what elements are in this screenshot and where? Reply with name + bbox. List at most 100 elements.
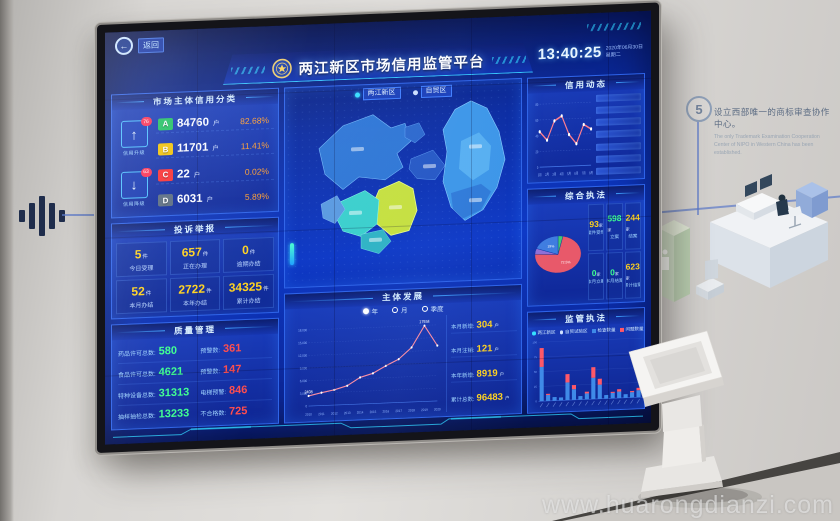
- complaint-unit: 件: [145, 290, 152, 297]
- news-item[interactable]: [596, 166, 641, 175]
- enforcement-unit: 家: [614, 271, 619, 277]
- enforcement-stat: 244家 结案: [624, 202, 641, 250]
- svg-text:50: 50: [534, 370, 538, 374]
- left-column: 市场主体信用分类 ↑ 76 信用升级: [111, 87, 279, 431]
- quality-stat: 抽样抽检总数: 13233: [118, 403, 200, 426]
- svg-text:75: 75: [534, 355, 538, 359]
- clock-weekday: 星期二: [605, 51, 621, 59]
- back-button[interactable]: ← 返回: [115, 35, 164, 56]
- complaint-value: 0件: [242, 242, 256, 257]
- panel-quality: 质量管理 药品许可总数: 580 预警数: 361 食品许可总数: 4621 预警数: 147…: [111, 317, 279, 431]
- quality-warning-stat: 电梯预警: 846: [200, 378, 272, 403]
- radio-dot-icon: [354, 91, 360, 98]
- complaint-label: 本月办结: [129, 302, 154, 310]
- soundwave-icon: [19, 194, 65, 238]
- svg-text:2017: 2017: [395, 408, 402, 413]
- quality-value: 580: [158, 344, 178, 358]
- development-legend-item-0[interactable]: 年: [362, 306, 379, 317]
- credit-upgrade-indicator[interactable]: ↑ 76 信用升级: [120, 117, 152, 157]
- complaint-value: 2722件: [178, 281, 212, 297]
- legend-swatch: [591, 328, 596, 334]
- news-item[interactable]: [596, 117, 641, 127]
- map-tab-1[interactable]: 自贸区: [412, 84, 452, 99]
- credit-percent: 82.68%: [240, 114, 269, 127]
- development-stat-label: 累计总数:: [451, 397, 475, 404]
- supervision-options: 两江新区 自贸试验区: [532, 328, 588, 336]
- milestone-caption-en: The only Trademark Examination Cooperati…: [714, 134, 820, 157]
- enforcement-unit: 家: [625, 226, 630, 232]
- credit-row: A 84760 户 82.68%: [156, 112, 274, 134]
- back-arrow-glyph: ←: [119, 40, 129, 52]
- credit-row: C 22 户 0.02%: [156, 163, 274, 185]
- svg-text:2012: 2012: [331, 411, 338, 416]
- grade-badge: C: [158, 168, 173, 182]
- news-item[interactable]: [596, 129, 641, 139]
- svg-text:20: 20: [535, 150, 538, 155]
- map-tab-label: 两江新区: [362, 86, 401, 101]
- news-item[interactable]: [596, 105, 641, 115]
- milestone-number-badge: 5: [686, 96, 712, 122]
- milestone-text-block: 设立西部唯一的商标审查协作中心。 The only Trademark Exam…: [714, 106, 830, 157]
- quality-warning-label: 预警数:: [200, 368, 221, 376]
- news-item[interactable]: [596, 93, 641, 102]
- enforcement-stats: 93家 案件受理 598家 立案 244家 结案 0家 本月立案 0家 本月结案 623家 累计结案: [588, 202, 641, 301]
- svg-text:2014: 2014: [357, 410, 364, 415]
- quality-value: 4621: [158, 365, 184, 379]
- quality-warning-value: 725: [229, 404, 248, 418]
- map-scale-bar[interactable]: [290, 242, 294, 266]
- legend-label: 年: [371, 308, 379, 317]
- supervision-option-1[interactable]: 自贸试验区: [559, 328, 588, 335]
- svg-text:2010: 2010: [305, 412, 312, 417]
- svg-text:19%: 19%: [547, 244, 554, 248]
- development-stat-unit: 户: [494, 322, 499, 328]
- enforcement-stat: 0家 本月结案: [606, 251, 623, 300]
- supervision-option-label: 两江新区: [537, 329, 556, 336]
- svg-text:15,000: 15,000: [298, 340, 307, 345]
- led-display: ← 返回 两江新区市场信用监管平: [97, 2, 659, 454]
- credit-unit: 户: [193, 171, 201, 179]
- downgrade-label: 信用降级: [122, 200, 145, 208]
- svg-text:80: 80: [535, 102, 538, 107]
- map-tab-0[interactable]: 两江新区: [354, 86, 401, 101]
- quality-grid: 药品许可总数: 580 预警数: 361 食品许可总数: 4621 预警数: 147 特种设备总…: [112, 334, 278, 430]
- credit-row: D 6031 户 5.89%: [156, 189, 274, 209]
- news-item[interactable]: [596, 153, 641, 163]
- quality-warning-value: 147: [223, 363, 242, 376]
- complaint-stat: 52件 本月办结: [116, 278, 167, 315]
- svg-text:60: 60: [535, 118, 538, 123]
- credit-downgrade-indicator[interactable]: ↓ 63 信用降级: [120, 167, 152, 208]
- header-decoration-left: [230, 65, 265, 75]
- display-frame: ← 返回 两江新区市场信用监管平: [97, 2, 659, 454]
- radio-dot-icon: [559, 330, 563, 335]
- enforcement-value: 598家: [607, 212, 622, 233]
- enforcement-value: 244家: [625, 212, 640, 232]
- quality-value: 13233: [158, 407, 190, 421]
- enforcement-label: 本月立案: [588, 278, 605, 285]
- legend-label: 月: [401, 307, 408, 316]
- development-stat-label: 本年新增:: [451, 372, 475, 380]
- wall-illustration: [658, 174, 828, 302]
- complaint-stat: 657件 正在办理: [169, 239, 221, 276]
- complaint-stat: 0件 逾期办结: [223, 236, 274, 273]
- development-legend-item-2[interactable]: 季度: [421, 303, 444, 314]
- development-stat: 本月注销: 121 户: [451, 342, 517, 358]
- development-stat-unit: 户: [504, 395, 510, 401]
- credit-row: B 11701 户 11.41%: [156, 138, 274, 159]
- emblem-logo: [271, 58, 292, 79]
- supervision-option-0[interactable]: 两江新区: [532, 330, 556, 337]
- back-icon: ←: [115, 36, 133, 56]
- news-item[interactable]: [596, 141, 641, 151]
- back-label: 返回: [138, 36, 164, 53]
- radio-dot-icon: [421, 305, 428, 313]
- svg-text:25: 25: [534, 385, 538, 389]
- enforcement-stat: 598家 立案: [606, 202, 623, 251]
- enforcement-pie-chart: 72.5% 19%: [534, 235, 582, 274]
- credit-rail: ↑ 76 信用升级 ↓ 63: [116, 113, 152, 215]
- down-arrow-icon: ↓: [130, 176, 138, 193]
- quality-warning-label: 预警数:: [200, 347, 221, 355]
- svg-text:4月: 4月: [560, 172, 564, 177]
- development-legend-item-1[interactable]: 月: [392, 305, 408, 316]
- enforcement-label: 立案: [609, 234, 619, 240]
- credit-percent: 5.89%: [244, 191, 269, 203]
